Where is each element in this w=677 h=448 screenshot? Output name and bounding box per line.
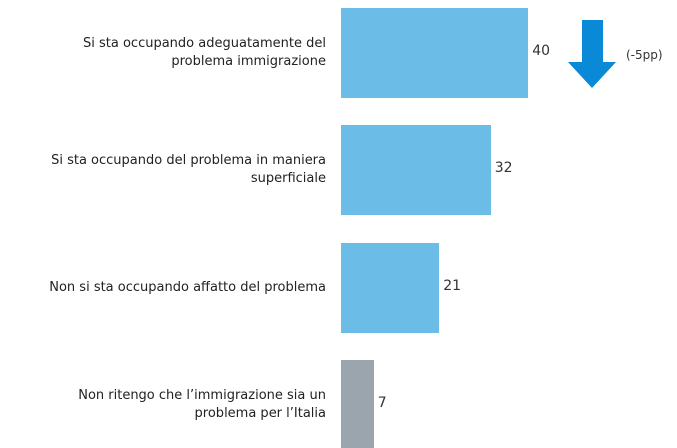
category-label: Non ritengo che l’immigrazione sia un pr… xyxy=(78,387,326,421)
category-label: Si sta occupando del problema in maniera… xyxy=(51,153,326,187)
category-label: Si sta occupando adeguatamente del probl… xyxy=(83,36,326,69)
value-label: 40 xyxy=(532,43,551,59)
category-label: Non si sta occupando affatto del problem… xyxy=(49,279,326,295)
value-label: 32 xyxy=(494,160,513,177)
bar xyxy=(341,125,491,216)
bar xyxy=(341,8,529,98)
bar xyxy=(341,242,440,333)
down-arrow xyxy=(568,20,616,88)
annotation: (-5pp) xyxy=(626,48,663,62)
value-label: 21 xyxy=(443,277,462,294)
bar xyxy=(341,359,374,448)
value-label: 7 xyxy=(377,394,387,411)
